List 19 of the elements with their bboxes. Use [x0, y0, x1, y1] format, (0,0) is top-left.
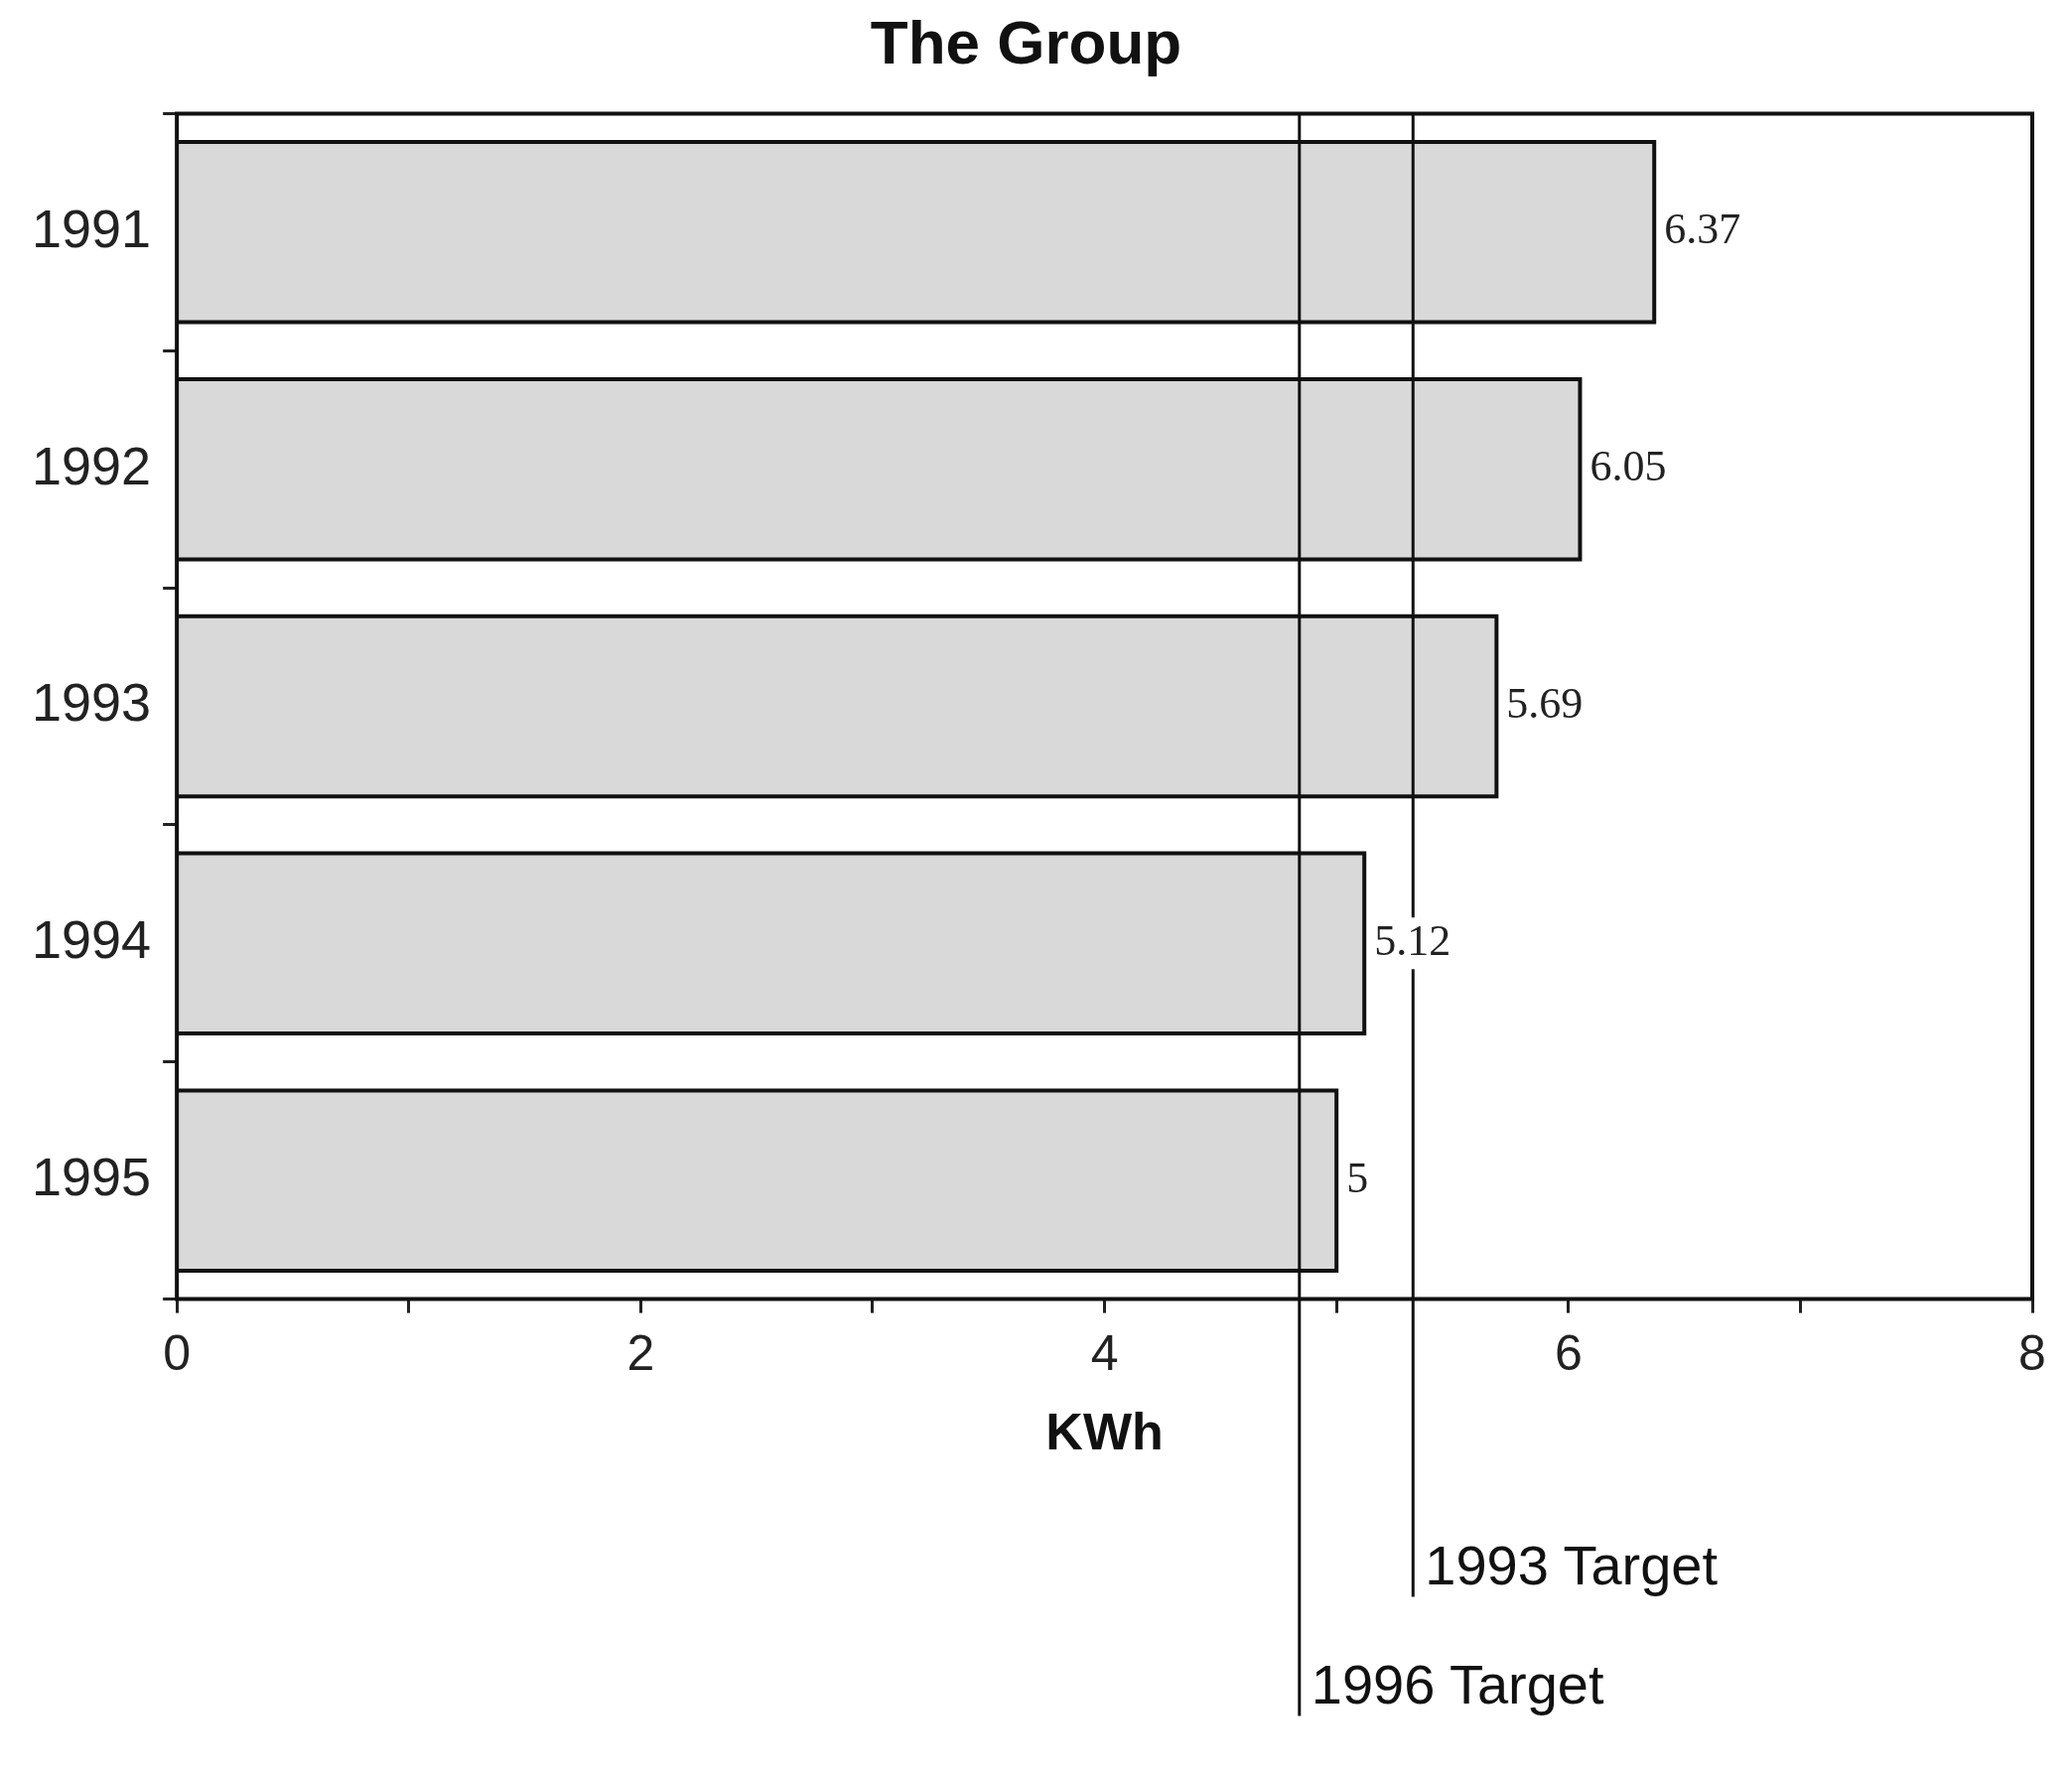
- x-axis-title: KWh: [1045, 1403, 1164, 1461]
- y-tick-label: 1994: [31, 909, 152, 970]
- x-tick-label: 2: [626, 1325, 655, 1382]
- x-tick-label: 8: [2018, 1325, 2046, 1382]
- chart-title: The Group: [870, 8, 1182, 77]
- y-tick-label: 1991: [31, 198, 152, 258]
- data-label: 6.05: [1589, 442, 1667, 491]
- y-tick-label: 1995: [31, 1147, 152, 1207]
- data-label: 5: [1346, 1153, 1369, 1202]
- ref-line-label: 1996 Target: [1311, 1653, 1604, 1716]
- y-tick-label: 1993: [31, 672, 152, 733]
- data-label: 5.12: [1374, 915, 1451, 965]
- x-tick-label: 6: [1554, 1325, 1583, 1382]
- x-tick-label: 4: [1090, 1325, 1119, 1382]
- ref-line-label: 1993 Target: [1425, 1534, 1719, 1597]
- y-tick-label: 1992: [31, 435, 152, 495]
- data-label: 6.37: [1664, 205, 1741, 254]
- data-label: 5.69: [1506, 679, 1584, 729]
- x-tick-label: 0: [163, 1325, 192, 1382]
